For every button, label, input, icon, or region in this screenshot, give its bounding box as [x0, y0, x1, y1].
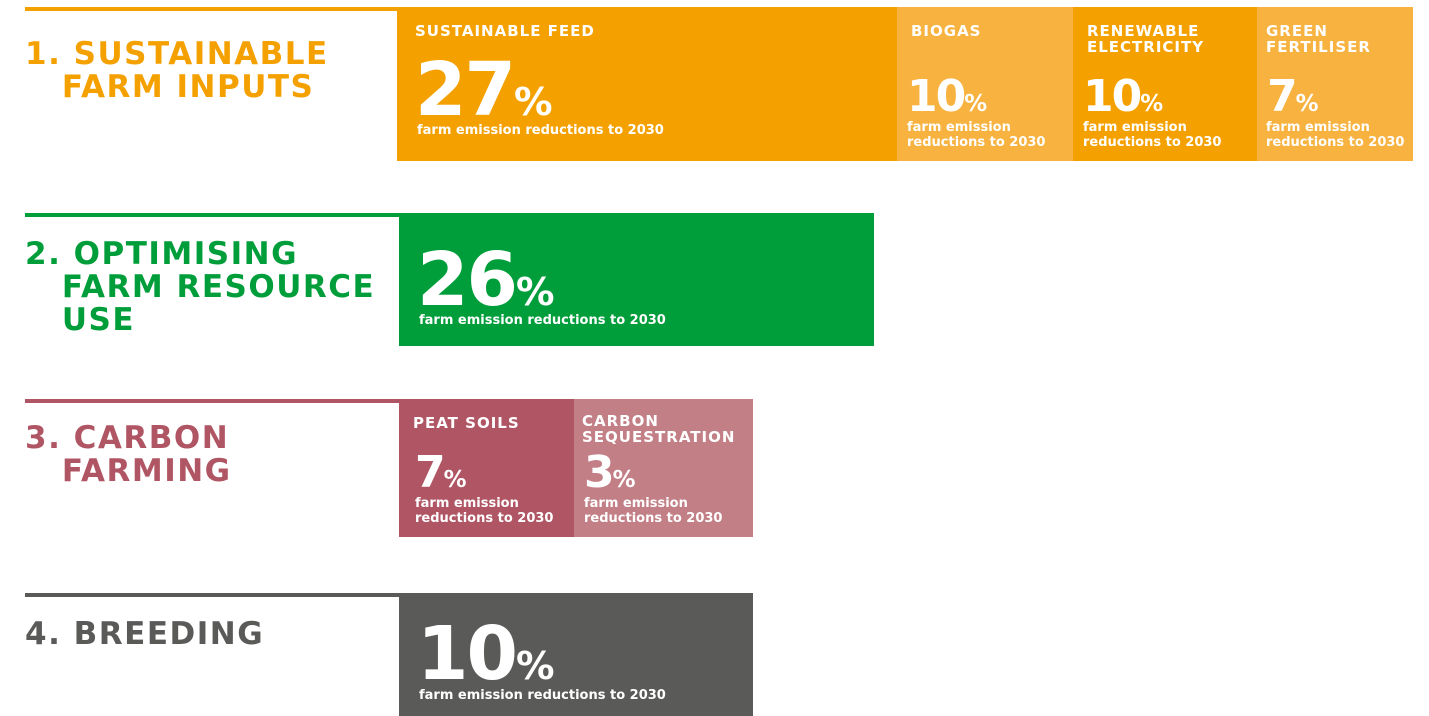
- value-unit: %: [964, 91, 988, 117]
- tile-value: 7%: [1267, 75, 1319, 119]
- tile: 26% farm emission reductions to 2030: [399, 213, 874, 346]
- tile-caption: farm emission reductions to 2030: [1266, 120, 1405, 150]
- tile-value: 10%: [907, 75, 987, 119]
- tile-value: 10%: [1083, 75, 1163, 119]
- tile-value: 7%: [415, 451, 467, 495]
- value-number: 3: [584, 447, 615, 498]
- value-unit: %: [515, 644, 555, 689]
- tile-value: 10%: [417, 617, 555, 691]
- tile: CARBON SEQUESTRATION 3% farm emission re…: [574, 399, 753, 537]
- value-unit: %: [612, 467, 636, 493]
- section-rule: [25, 399, 753, 403]
- section-rule: [25, 213, 399, 217]
- section-heading: 4. BREEDING: [25, 618, 264, 651]
- tile: PEAT SOILS 7% farm emission reductions t…: [399, 399, 574, 537]
- heading-line: FARM INPUTS: [25, 69, 315, 105]
- tile-caption: farm emission reductions to 2030: [419, 313, 666, 328]
- tile-label: GREEN FERTILISER: [1266, 22, 1371, 56]
- tile-value: 26%: [417, 243, 555, 317]
- value-number: 10: [1083, 71, 1142, 122]
- tile-caption: farm emission reductions to 2030: [1083, 120, 1222, 150]
- value-number: 26: [417, 237, 518, 323]
- tile-label: SUSTAINABLE FEED: [415, 22, 595, 40]
- tile-caption: farm emission reductions to 2030: [415, 496, 554, 526]
- value-number: 7: [415, 447, 446, 498]
- tile: GREEN FERTILISER 7% farm emission reduct…: [1257, 7, 1413, 161]
- section-heading: 3. CARBON FARMING: [25, 422, 232, 488]
- tile-label: CARBON SEQUESTRATION: [582, 412, 736, 446]
- value-unit: %: [513, 80, 553, 125]
- heading-line: 3. CARBON: [25, 420, 230, 456]
- tile-label: BIOGAS: [911, 22, 982, 40]
- heading-line: 2. OPTIMISING: [25, 236, 299, 272]
- value-unit: %: [1140, 91, 1164, 117]
- value-number: 10: [907, 71, 966, 122]
- value-unit: %: [515, 270, 555, 315]
- heading-line: USE: [25, 302, 136, 338]
- value-unit: %: [1295, 91, 1319, 117]
- value-number: 7: [1267, 71, 1298, 122]
- value-unit: %: [443, 467, 467, 493]
- tile: BIOGAS 10% farm emission reductions to 2…: [897, 7, 1073, 161]
- heading-line: FARM RESOURCE: [25, 269, 376, 305]
- tile-label: PEAT SOILS: [413, 414, 520, 432]
- value-number: 10: [417, 611, 518, 697]
- tile-value: 27%: [415, 53, 553, 127]
- tile-value: 3%: [584, 451, 636, 495]
- tile: 10% farm emission reductions to 2030: [399, 593, 753, 716]
- tile: RENEWABLE ELECTRICITY 10% farm emission …: [1073, 7, 1257, 161]
- value-number: 27: [415, 47, 516, 133]
- heading-line: 4. BREEDING: [25, 616, 265, 652]
- section-rule: [25, 593, 399, 597]
- section-heading: 2. OPTIMISING FARM RESOURCE USE: [25, 238, 375, 337]
- tile-caption: farm emission reductions to 2030: [419, 688, 666, 703]
- tile-caption: farm emission reductions to 2030: [584, 496, 723, 526]
- section-heading: 1. SUSTAINABLE FARM INPUTS: [25, 38, 329, 104]
- heading-line: FARMING: [25, 453, 232, 489]
- tile-caption: farm emission reductions to 2030: [907, 120, 1046, 150]
- tile-label: RENEWABLE ELECTRICITY: [1087, 22, 1205, 56]
- tile-caption: farm emission reductions to 2030: [417, 123, 664, 138]
- tile: SUSTAINABLE FEED 27% farm emission reduc…: [397, 7, 897, 161]
- heading-line: 1. SUSTAINABLE: [25, 36, 329, 72]
